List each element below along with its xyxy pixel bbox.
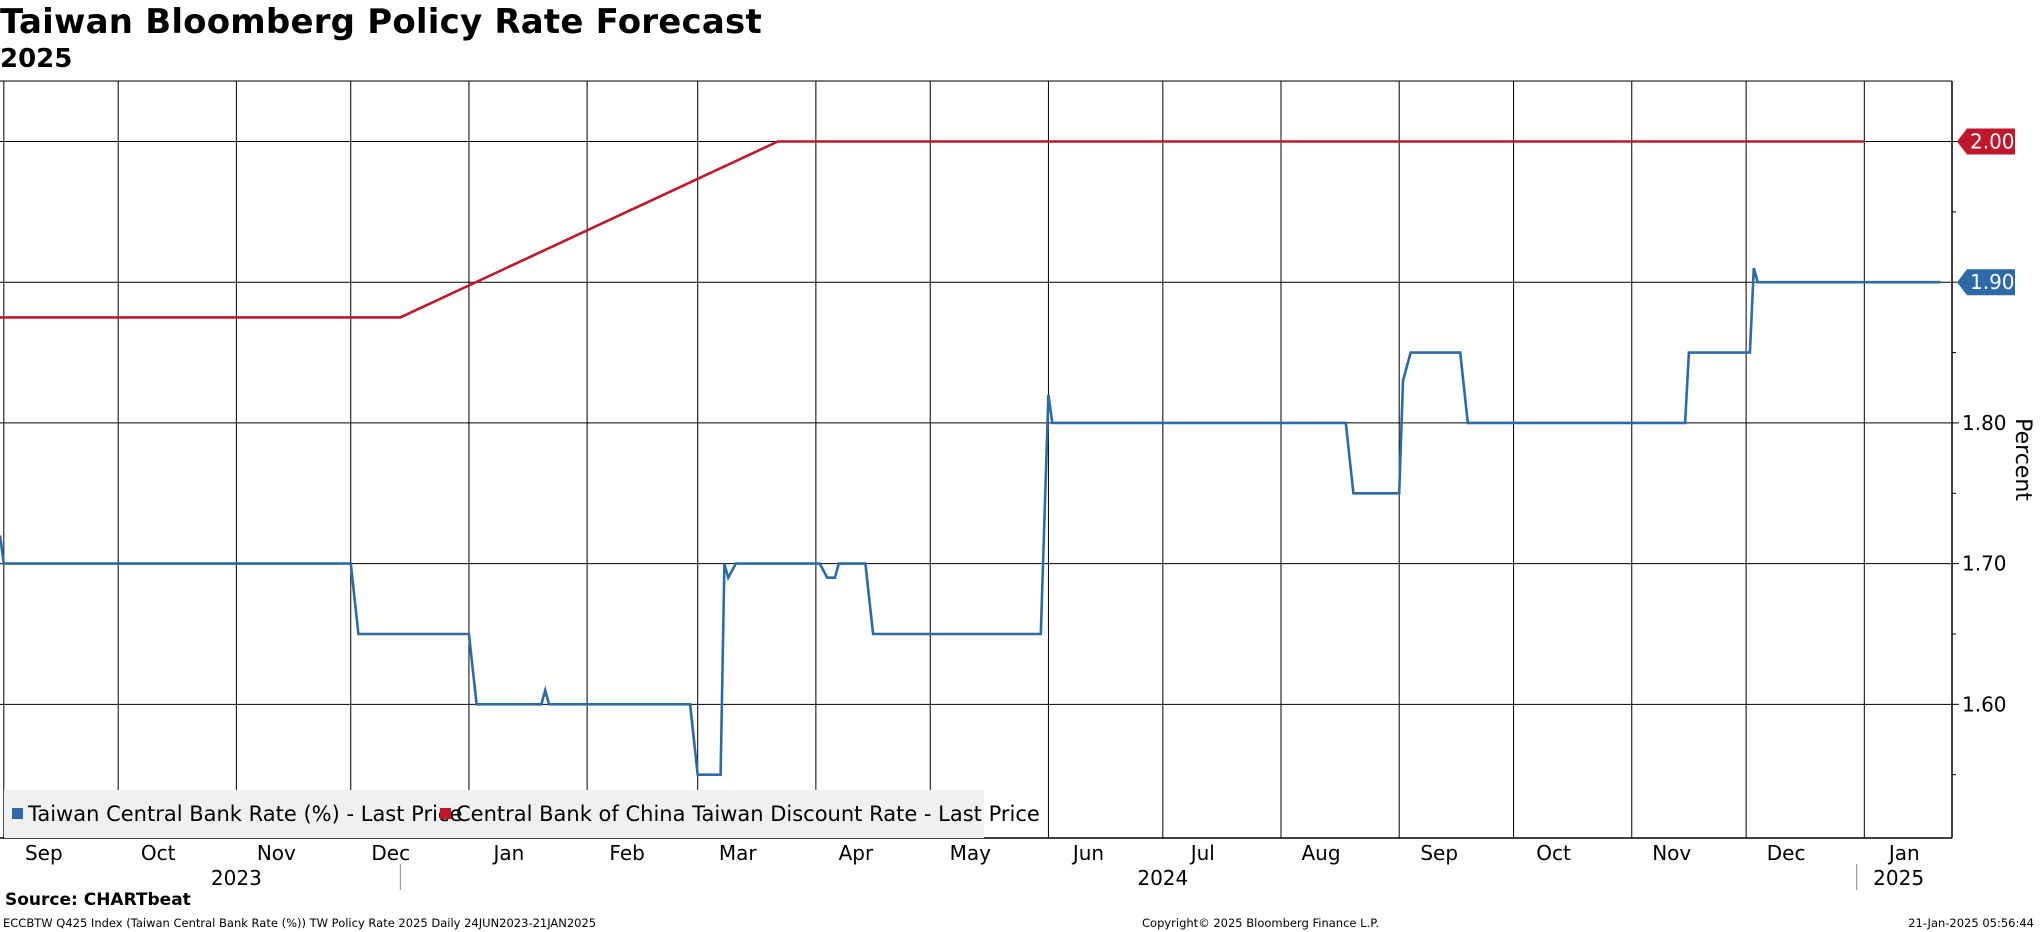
source-note: Source: CHARTbeat [5,890,191,910]
x-month-label: Dec [1767,841,1806,865]
x-month-label: Jan [492,841,525,865]
legend-swatch-blue [12,808,23,819]
x-month-label: Nov [257,841,296,865]
legend-label: Taiwan Central Bank Rate (%) - Last Pric… [28,802,463,826]
y-axis-title: Percent [2010,418,2035,501]
series-layer [0,140,1941,777]
x-year-label: 2024 [1137,866,1188,890]
copyright: Copyright© 2025 Bloomberg Finance L.P. [1142,916,1379,930]
legend-item-discount-rate: Central Bank of China Taiwan Discount Ra… [440,802,1040,826]
legend-label: Central Bank of China Taiwan Discount Ra… [456,802,1040,826]
x-month-label: Feb [609,841,644,865]
x-month-label: Oct [1536,841,1571,865]
grid-layer [0,81,1952,838]
label-layer: 1.60 1.70 1.80 1.90 2.00 Sep Oct Nov Dec Jan Feb Ma… [25,128,2035,890]
ticker-info: ECCBTW Q425 Index (Taiwan Central Bank R… [3,916,597,930]
chart-subtitle: 2025 [0,44,73,74]
x-month-label: Mar [719,841,758,865]
y-tick-label: 1.60 [1962,692,2007,716]
chart-title: Taiwan Bloomberg Policy Rate Forecast [0,2,762,42]
x-year-label: 2023 [211,866,262,890]
x-month-label: Sep [1420,841,1458,865]
end-value-label: 2.00 [1970,130,2015,154]
x-month-label: Oct [141,841,176,865]
legend: Taiwan Central Bank Rate (%) - Last Pric… [4,790,1040,838]
end-value-tag [1957,269,2015,296]
x-month-label: Sep [25,841,63,865]
axis-layer [0,80,1959,890]
y-tick-label: 1.80 [1962,411,2007,435]
series-line-discount-rate [0,140,1865,319]
series-line-taiwan-central-bank-rate [0,267,1941,777]
x-month-label: May [950,841,992,865]
x-month-label: Jun [1071,841,1104,865]
x-month-label: Nov [1652,841,1691,865]
y-tick-label: 1.70 [1962,552,2007,576]
timestamp: 21-Jan-2025 05:56:44 [1908,916,2034,930]
x-year-label: 2025 [1873,866,1924,890]
legend-swatch-red [440,808,451,819]
end-value-tag [1957,128,2015,155]
x-month-label: Jan [1887,841,1920,865]
end-value-label: 1.90 [1970,270,2015,294]
x-month-label: Jul [1189,841,1215,865]
x-month-label: Apr [839,841,874,865]
legend-item-taiwan-central-bank-rate: Taiwan Central Bank Rate (%) - Last Pric… [12,802,462,826]
x-month-label: Aug [1301,841,1340,865]
x-month-label: Dec [371,841,410,865]
